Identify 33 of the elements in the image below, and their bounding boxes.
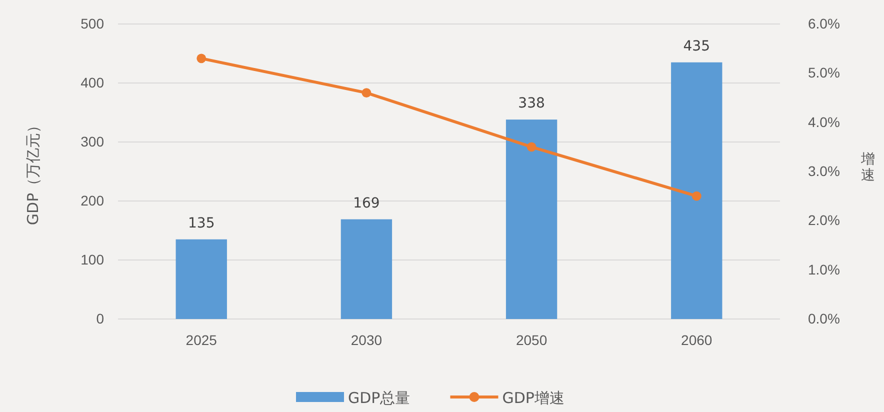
y-tick-label: 400: [80, 74, 104, 90]
y-tick-label: 500: [80, 15, 104, 32]
x-tick-label: 2050: [516, 332, 548, 348]
y2-tick-label: 5.0%: [808, 64, 840, 81]
bar: [176, 239, 227, 319]
y-tick-label: 200: [80, 192, 104, 208]
x-tick-label: 2030: [350, 332, 382, 348]
text: 169: [353, 195, 380, 212]
y2-tick-label: 0.0%: [808, 310, 840, 326]
y2-tick-label: 3.0%: [808, 162, 840, 179]
text: 435: [683, 38, 710, 54]
point: [362, 88, 372, 98]
text: 135: [188, 215, 215, 232]
y-tick-label: 0: [96, 310, 104, 326]
text: 338: [518, 96, 545, 112]
point: [526, 142, 536, 152]
point: [692, 191, 702, 201]
bar: [506, 120, 558, 319]
y2-tick-label: 1.0%: [808, 261, 840, 278]
bar: [340, 219, 392, 319]
y2-tick-label: 2.0%: [808, 212, 840, 228]
y-axis-title: GDP（万亿元）: [24, 118, 42, 226]
y2-tick-label: 4.0%: [808, 114, 840, 130]
y2-axis-title: 增速: [860, 152, 875, 184]
y2-tick-label: 6.0%: [808, 15, 840, 32]
legend-label: GDP总量: [348, 389, 410, 407]
y-tick-label: 300: [80, 133, 104, 150]
x-tick-label: 2060: [681, 332, 712, 348]
legend-label: GDP增速: [502, 389, 564, 407]
x-tick-label: 2025: [186, 332, 218, 348]
point: [196, 54, 206, 64]
y-tick-label: 100: [80, 251, 104, 268]
bar: [671, 62, 722, 319]
